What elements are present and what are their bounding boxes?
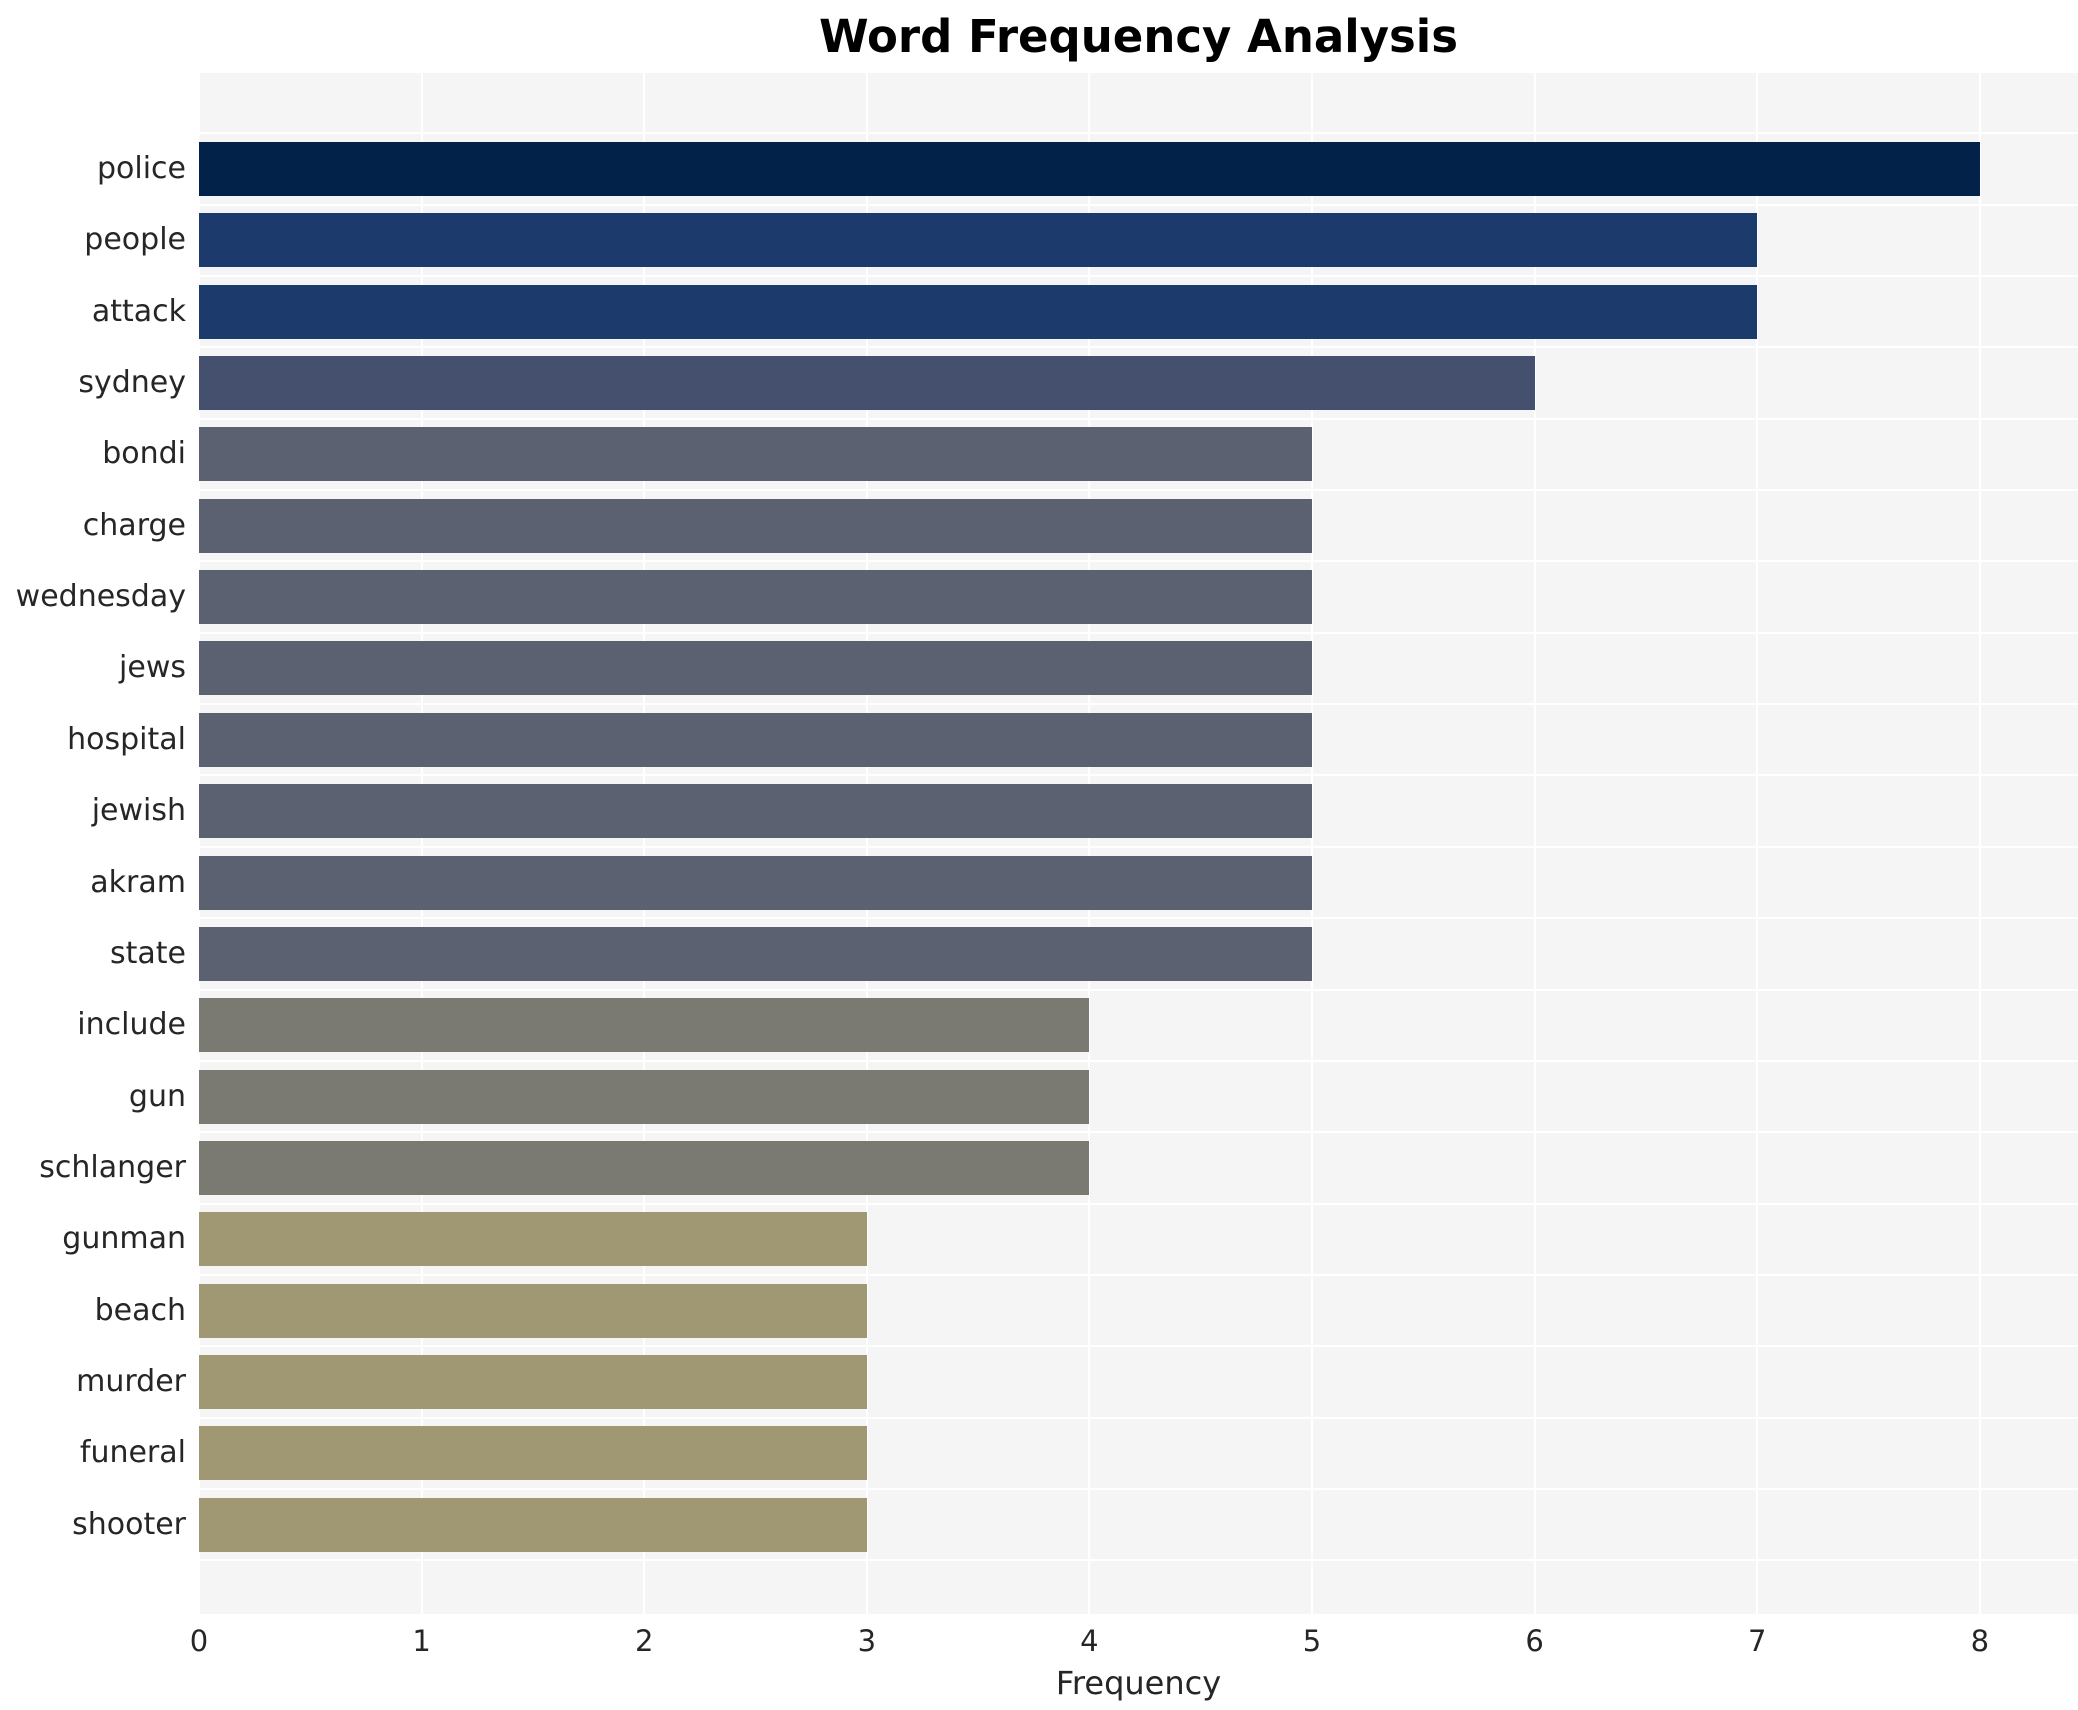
bar-schlanger (199, 1140, 1090, 1195)
y-tick-label-murder: murder (76, 1363, 186, 1399)
y-tick-label-wednesday: wednesday (15, 579, 186, 615)
x-tick-label-6: 6 (1525, 1624, 1544, 1658)
x-tick-label-2: 2 (634, 1624, 654, 1658)
bar-gunman (199, 1212, 867, 1267)
x-tick-label-4: 4 (1080, 1624, 1099, 1658)
gridline-vertical-7 (1756, 73, 1759, 1614)
bar-sydney (199, 356, 1535, 411)
bar-include (199, 998, 1090, 1053)
gridline-vertical-1 (420, 73, 423, 1614)
gridline-horizontal (199, 346, 2078, 349)
bar-hospital (199, 712, 1312, 767)
gridline-horizontal (199, 203, 2078, 206)
gridline-horizontal (199, 275, 2078, 278)
y-tick-label-bondi: bondi (102, 436, 186, 472)
plot-area (199, 73, 2078, 1614)
bar-police (199, 142, 1980, 196)
gridline-horizontal (199, 1487, 2078, 1490)
bar-people (199, 213, 1758, 268)
gridline-horizontal (199, 1059, 2078, 1062)
y-tick-label-jewish: jewish (91, 793, 186, 829)
chart-title: Word Frequency Analysis (818, 10, 1459, 63)
bar-gun (199, 1069, 1090, 1124)
gridline-horizontal (199, 845, 2078, 848)
gridline-horizontal (199, 417, 2078, 420)
y-tick-label-funeral: funeral (79, 1435, 186, 1471)
y-tick-label-shooter: shooter (72, 1506, 186, 1542)
gridline-vertical-8 (1978, 73, 1981, 1614)
gridline-horizontal (199, 1131, 2078, 1134)
bar-beach (199, 1283, 867, 1338)
gridline-horizontal (199, 774, 2078, 777)
x-tick-label-5: 5 (1302, 1624, 1322, 1658)
gridline-horizontal (199, 1345, 2078, 1348)
gridline-vertical-4 (1088, 73, 1091, 1614)
gridline-horizontal (199, 988, 2078, 991)
x-tick-label-8: 8 (1970, 1624, 1990, 1658)
gridline-vertical-5 (1311, 73, 1313, 1614)
y-tick-label-state: state (110, 935, 186, 971)
gridline-horizontal (199, 1273, 2078, 1276)
y-tick-label-akram: akram (90, 864, 186, 900)
gridline-horizontal (199, 132, 2078, 135)
y-tick-label-charge: charge (82, 507, 186, 543)
y-tick-label-gun: gun (128, 1078, 186, 1114)
y-tick-label-beach: beach (94, 1292, 186, 1328)
bar-murder (199, 1354, 867, 1409)
x-tick-label-1: 1 (412, 1624, 431, 1658)
gridline-vertical-3 (865, 73, 868, 1614)
bar-wednesday (199, 570, 1312, 625)
bar-funeral (199, 1426, 867, 1481)
bar-attack (199, 284, 1758, 339)
gridline-horizontal (199, 1202, 2078, 1205)
bar-bondi (199, 427, 1312, 482)
gridline-vertical-2 (643, 73, 646, 1614)
bar-jewish (199, 784, 1312, 839)
y-tick-label-schlanger: schlanger (39, 1149, 186, 1185)
y-tick-label-police: police (96, 151, 186, 186)
bar-charge (199, 498, 1312, 553)
gridline-vertical-0 (199, 73, 200, 1614)
gridline-horizontal (199, 917, 2078, 920)
y-tick-label-jews: jews (119, 650, 186, 686)
x-tick-label-0: 0 (189, 1624, 209, 1658)
y-tick-label-people: people (84, 222, 186, 258)
x-tick-label-3: 3 (857, 1624, 877, 1658)
y-tick-label-include: include (77, 1007, 186, 1043)
gridline-horizontal (199, 1559, 2078, 1562)
bar-jews (199, 641, 1312, 696)
x-axis-title: Frequency (1055, 1664, 1222, 1702)
gridline-horizontal (199, 560, 2078, 563)
gridline-horizontal (199, 631, 2078, 634)
y-tick-label-attack: attack (91, 293, 186, 329)
gridline-vertical-6 (1533, 73, 1536, 1614)
y-tick-label-sydney: sydney (78, 365, 186, 401)
bar-state (199, 926, 1312, 981)
gridline-horizontal (199, 703, 2078, 706)
bar-akram (199, 855, 1312, 910)
y-tick-label-gunman: gunman (62, 1221, 186, 1257)
bar-shooter (199, 1497, 867, 1552)
gridline-horizontal (199, 489, 2078, 492)
x-tick-label-7: 7 (1747, 1624, 1767, 1658)
gridline-horizontal (199, 1416, 2078, 1419)
y-tick-label-hospital: hospital (67, 721, 186, 757)
